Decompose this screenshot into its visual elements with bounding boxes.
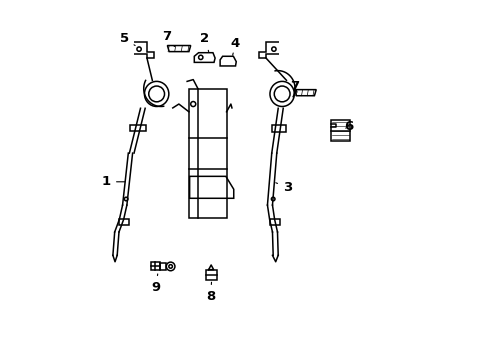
Text: 7: 7	[289, 80, 299, 93]
Text: 2: 2	[200, 32, 209, 51]
Text: 9: 9	[151, 274, 160, 294]
FancyBboxPatch shape	[271, 125, 285, 132]
Text: 7: 7	[162, 30, 174, 46]
FancyBboxPatch shape	[269, 220, 280, 225]
Text: 1: 1	[102, 175, 125, 188]
Text: 4: 4	[230, 37, 240, 55]
Text: 6: 6	[343, 120, 352, 133]
FancyBboxPatch shape	[119, 220, 129, 225]
Text: 8: 8	[205, 282, 215, 303]
Text: 3: 3	[275, 181, 291, 194]
Text: 5: 5	[120, 32, 135, 45]
FancyBboxPatch shape	[129, 125, 145, 131]
